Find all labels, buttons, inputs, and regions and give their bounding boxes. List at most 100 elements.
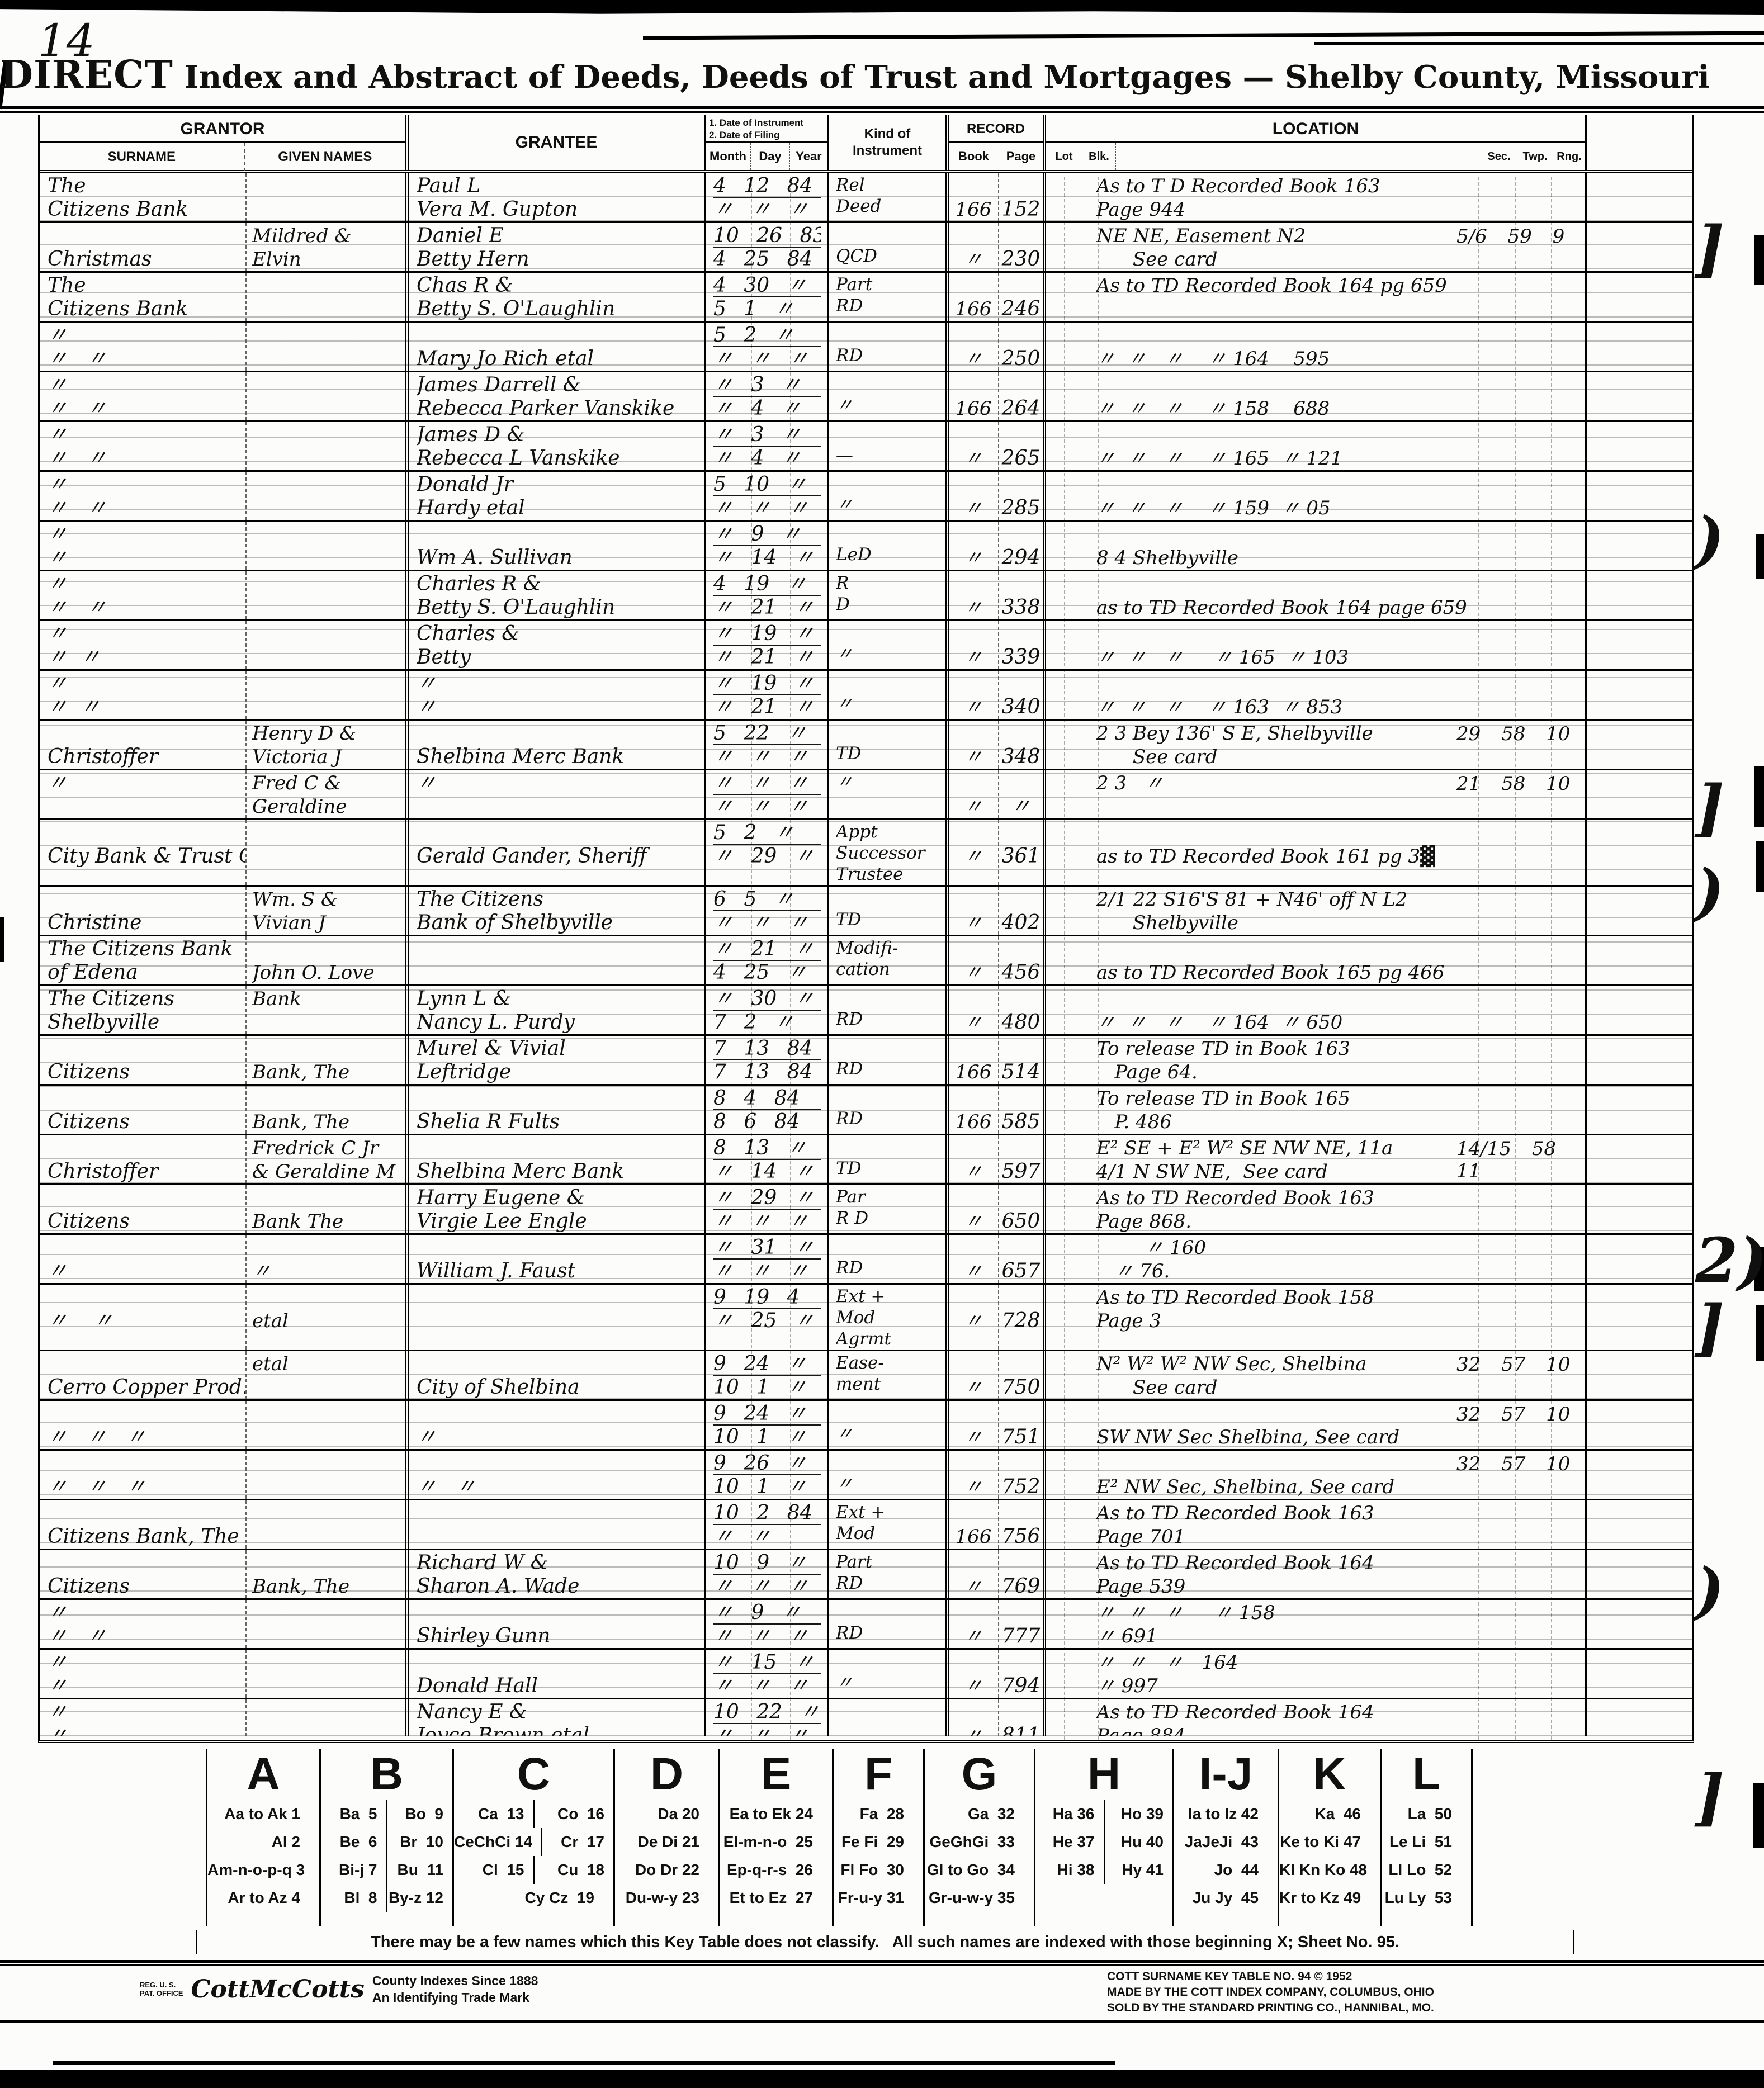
- key-spacer: [834, 1912, 923, 1926]
- grantor-given-names: Bank: [247, 986, 409, 1034]
- kind-of-instrument: RD: [829, 1036, 949, 1084]
- record-book: 〃: [949, 472, 999, 520]
- record-page-value: 338: [1001, 596, 1041, 619]
- sec-twp-rng: [1456, 473, 1585, 520]
- grantor-given-names-line: Fred C &: [252, 772, 342, 794]
- date-of-instrument: 10 2 84: [713, 1502, 821, 1525]
- table-row: Citizens Bank, The Murel & Vivial Leftridge…: [40, 1036, 1692, 1086]
- grantor-given-names-line: Bank, The: [252, 1575, 350, 1598]
- date-cell: 〃 15 〃〃 〃 〃: [706, 1650, 829, 1698]
- date-of-instrument: 10 22 〃: [713, 1701, 821, 1724]
- grantor-given-names-line: Mildred &: [252, 225, 352, 247]
- date-note-1: 1. Date of Instrument: [709, 117, 804, 128]
- grantor-given-names-line: Bank The: [252, 1210, 344, 1233]
- location-line: See card: [1096, 746, 1218, 768]
- date-of-filing: 〃 〃 〃: [713, 795, 809, 818]
- margin-cell: [1587, 986, 1692, 1034]
- kind-of-instrument-line: [836, 722, 945, 743]
- date-of-filing: 〃 21 〃: [713, 596, 815, 619]
- record-page: 756: [999, 1500, 1046, 1549]
- key-entry: Fa 28: [859, 1805, 904, 1822]
- location-lines: 〃 〃 〃 〃 165 〃 103: [1046, 622, 1456, 669]
- sec-twp-rng: [1456, 1551, 1585, 1598]
- key-row: Ea to Ek 24: [720, 1800, 832, 1828]
- kind-of-instrument-line: ment: [836, 1374, 881, 1394]
- record-page: 769: [999, 1550, 1046, 1598]
- location-cell: 〃 160 〃 76.: [1046, 1235, 1587, 1283]
- margin-cell: [1587, 721, 1692, 769]
- key-entry: Kl Kn Ko 48: [1279, 1861, 1368, 1878]
- record-page-value: 456: [1001, 961, 1041, 984]
- location-line: 〃 〃 〃 〃 165 〃 121: [1096, 447, 1343, 470]
- date-note: 1. Date of Instrument 2. Date of Filing: [706, 115, 827, 143]
- date-header-group: 1. Date of Instrument 2. Date of Filing …: [706, 115, 829, 170]
- key-row: El-m-n-o 25: [720, 1828, 832, 1856]
- grantor-surname-line: 〃 〃 〃: [48, 1426, 146, 1448]
- date-cell: 9 26 〃 10 1 〃: [706, 1451, 829, 1499]
- grantor-surname: Citizens: [40, 1036, 247, 1084]
- key-entry: Ea to Ek 24: [729, 1805, 813, 1822]
- grantor-given-names: [247, 571, 409, 619]
- margin-cell: [1587, 1500, 1692, 1549]
- grantor-surname-line: 〃: [48, 1260, 68, 1282]
- grantor-surname-line: 〃: [48, 324, 68, 347]
- record-page-value: 294: [1001, 546, 1041, 569]
- kind-of-instrument: RD: [829, 1086, 949, 1134]
- date-cell: 10 2 84 〃 〃: [706, 1500, 829, 1549]
- date-of-filing: 〃 25 〃: [713, 1309, 815, 1332]
- key-entry: Fr-u-y 31: [838, 1889, 904, 1906]
- record-book-value: 〃: [964, 1575, 983, 1598]
- key-entry: De Di 21: [637, 1833, 700, 1850]
- kind-of-instrument: RD: [829, 323, 949, 371]
- record-book-value: 〃: [964, 348, 983, 370]
- date-of-filing: 〃 〃 〃: [713, 1674, 809, 1697]
- record-book: 〃: [949, 671, 999, 719]
- location-lines: N² W² W² NW Sec, Shelbina See card: [1046, 1352, 1456, 1399]
- location-line: Page 701: [1096, 1526, 1186, 1548]
- date-cell: 〃 9 〃〃 〃 〃: [706, 1600, 829, 1648]
- location-lines: 〃 160 〃 76.: [1046, 1236, 1456, 1283]
- key-entry: Lu Ly 53: [1384, 1889, 1452, 1906]
- grantor-given-names-line: Geraldine: [252, 796, 347, 818]
- record-page: 265: [999, 422, 1046, 470]
- key-entry: JaJeJi 43: [1184, 1833, 1259, 1850]
- title-rest: Index and Abstract of Deeds, Deeds of Tr…: [173, 59, 1710, 96]
- key-entry: Gr-u-w-y 35: [928, 1889, 1015, 1906]
- table-row: The Citizens Bank Chas R & Betty S. O'Laugh…: [40, 273, 1692, 323]
- grantor-surname: 〃〃: [40, 1699, 247, 1736]
- key-letter: A: [247, 1749, 280, 1800]
- kind-of-instrument-line: LeD: [836, 545, 872, 565]
- sec-twp-rng: [1456, 987, 1585, 1034]
- grantor-given-names-line: Bank, The: [252, 1061, 350, 1083]
- grantor-surname-line: The Citizens: [48, 987, 174, 1010]
- location-line: 〃 〃 〃 〃 163 〃 853: [1096, 696, 1343, 718]
- location-lines: 〃 〃 〃 〃 159 〃 05: [1046, 473, 1456, 520]
- date-cell: 5 22 〃〃 〃 〃: [706, 721, 829, 769]
- key-row: GeGhGi 33: [925, 1828, 1034, 1856]
- key-entry: CeChCi 14: [454, 1833, 533, 1850]
- key-entry: Bo 9: [386, 1800, 453, 1828]
- record-book-value: 〃: [964, 547, 983, 569]
- key-row: Be 6 Br 10: [321, 1828, 452, 1856]
- grantee-name-line: Nancy E &: [417, 1701, 527, 1724]
- grantee-name-line: Betty: [417, 646, 471, 669]
- kind-of-instrument-line: 〃: [836, 495, 853, 515]
- margin-header: [1587, 115, 1692, 170]
- record-book: 〃: [949, 986, 999, 1034]
- date-cell: 〃 30 〃 7 2 〃: [706, 986, 829, 1034]
- date-of-filing: 〃 〃 〃: [713, 1625, 809, 1647]
- margin-cell: [1587, 223, 1692, 271]
- scan-streak: [1314, 42, 1764, 45]
- location-cell: 〃 〃 〃 〃 165 〃 103: [1046, 621, 1587, 669]
- key-row: Kr to Kz 49: [1279, 1884, 1380, 1912]
- grantee-name: Shirley Gunn: [409, 1600, 706, 1648]
- grantee-name: Shelbina Merc Bank: [409, 721, 706, 769]
- lot-header: Lot: [1046, 143, 1082, 170]
- date-of-instrument: 〃 29 〃: [713, 1186, 821, 1210]
- grantor-surname-line: 〃 〃: [48, 347, 107, 370]
- grantor-given-names: etal: [247, 1285, 409, 1350]
- margin-cell: [1587, 273, 1692, 321]
- grantor-surname-line: 〃 〃: [48, 695, 101, 718]
- grantee-name: James Darrell & Rebecca Parker Vanskike: [409, 372, 706, 420]
- grantee-name-line: 〃 〃: [417, 1475, 476, 1498]
